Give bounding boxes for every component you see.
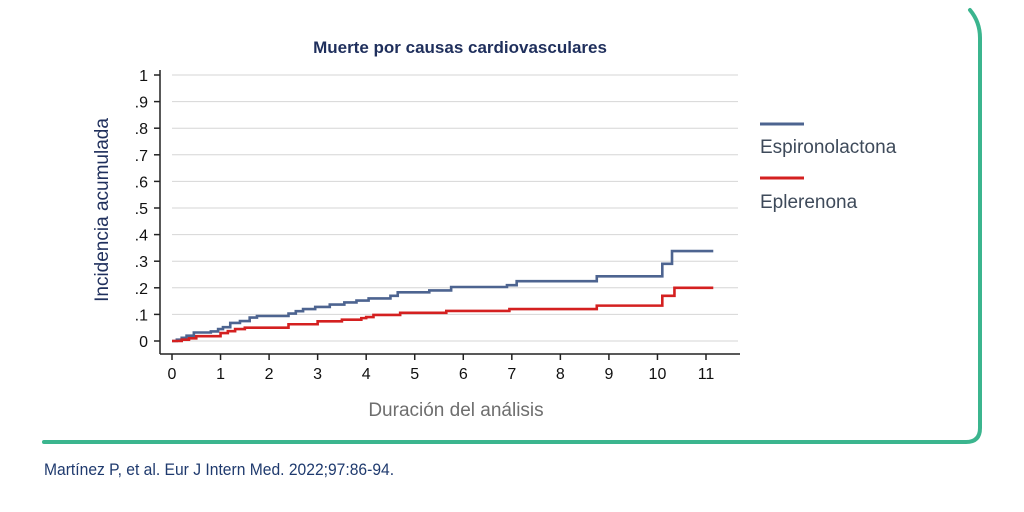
y-tick-label: .2 <box>135 281 148 298</box>
x-tick-label: 7 <box>507 366 516 383</box>
y-tick-label: .3 <box>135 254 148 271</box>
y-tick-label: .1 <box>135 307 148 324</box>
axes <box>154 70 740 360</box>
legend-label-eplerenona: Eplerenona <box>760 192 858 213</box>
y-tick-label: .9 <box>135 95 148 112</box>
series-lines <box>172 249 714 343</box>
x-tick-label: 0 <box>168 366 177 383</box>
y-tick-label: .5 <box>135 201 148 218</box>
y-tick-label: .4 <box>135 228 148 245</box>
legend: Espironolactona Eplerenona <box>760 122 897 213</box>
x-tick-label: 4 <box>362 366 371 383</box>
y-tick-label: .8 <box>135 121 148 138</box>
chart-title: Muerte por causas cardiovasculares <box>313 38 607 57</box>
y-tick-labels: 0 .1 .2 .3 .4 .5 .6 .7 .8 .9 1 <box>135 68 148 351</box>
card-border <box>42 8 982 444</box>
x-tick-label: 1 <box>216 366 225 383</box>
grid-lines <box>172 74 738 342</box>
x-tick-label: 6 <box>459 366 468 383</box>
y-tick-label: .7 <box>135 148 148 165</box>
series-line-espironolactona <box>172 249 714 343</box>
y-tick-label: 0 <box>139 334 148 351</box>
citation: Martínez P, et al. Eur J Intern Med. 202… <box>44 460 395 479</box>
x-tick-label: 8 <box>556 366 565 383</box>
y-tick-label: 1 <box>139 68 148 85</box>
series-line-eplerenona <box>172 286 714 343</box>
x-tick-label: 2 <box>265 366 274 383</box>
x-tick-labels: 0 1 2 3 4 5 6 7 8 9 10 11 <box>168 366 715 383</box>
y-axis-label: Incidencia acumulada <box>92 118 113 302</box>
y-tick-label: .6 <box>135 174 148 191</box>
x-tick-label: 3 <box>313 366 322 383</box>
legend-label-espironolactona: Espironolactona <box>760 137 897 158</box>
x-tick-label: 10 <box>649 366 667 383</box>
x-tick-label: 9 <box>604 366 613 383</box>
x-axis-label: Duración del análisis <box>368 400 543 421</box>
x-tick-label: 5 <box>410 366 419 383</box>
x-tick-label: 11 <box>698 366 715 383</box>
